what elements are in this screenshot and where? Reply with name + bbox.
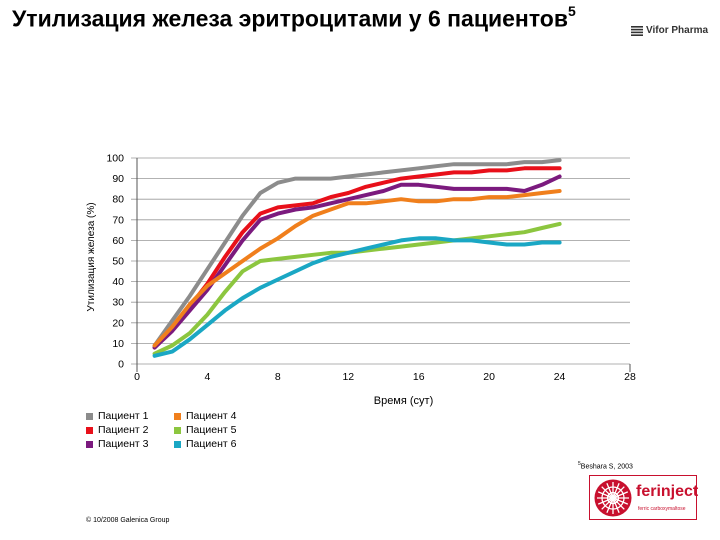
- y-tick-label: 0: [118, 359, 124, 371]
- iron-utilization-chart: 0 10 20 30 40 50 60 70 80 90 100 0 4 8 12 16 20 24 28 Ути…: [86, 153, 636, 408]
- legend-item-patient-6: Пациент 6: [174, 438, 236, 450]
- brand-name: Vifor Pharma: [646, 25, 709, 36]
- y-tick-label: 60: [112, 235, 124, 247]
- series-line-patient-3: [152, 174, 562, 350]
- x-axis-ticks: 0 4 8 12 16 20 24 28: [134, 371, 636, 383]
- legend-label: Пациент 5: [186, 424, 237, 436]
- y-tick-label: 40: [112, 276, 124, 288]
- brand-lines-icon: [631, 25, 643, 36]
- reference-footnote: 5Beshara S, 2003: [578, 461, 633, 470]
- title-footnote-marker: 5: [567, 3, 576, 19]
- ferinject-emblem-icon: [594, 479, 632, 517]
- copyright-notice: © 10/2008 Galenica Group: [86, 517, 170, 524]
- legend-swatch: [86, 412, 93, 420]
- vifor-pharma-logo: Vifor Pharma: [631, 25, 708, 36]
- x-tick-label: 16: [413, 371, 425, 383]
- y-tick-label: 100: [106, 153, 124, 165]
- page-title: Утилизация железа эритроцитами у 6 пацие…: [12, 3, 576, 33]
- reference-text: Beshara S, 2003: [580, 463, 633, 471]
- y-tick-label: 80: [112, 194, 124, 206]
- series-line-patient-2: [152, 166, 562, 350]
- x-tick-label: 24: [554, 371, 566, 383]
- legend-label: Пациент 1: [98, 410, 149, 422]
- y-tick-label: 70: [112, 214, 124, 226]
- legend-label: Пациент 2: [98, 424, 149, 436]
- legend-item-patient-4: Пациент 4: [174, 410, 236, 422]
- x-tick-label: 8: [275, 371, 281, 383]
- ferinject-logo: ferinject ferric carboxymaltose: [589, 475, 699, 520]
- y-axis-label: Утилизация железа (%): [86, 202, 97, 311]
- x-tick-label: 0: [134, 371, 140, 383]
- series-line-patient-4: [152, 189, 562, 348]
- legend-label: Пациент 4: [186, 410, 237, 422]
- series-line-patient-1: [152, 158, 562, 348]
- y-axis-ticks: 0 10 20 30 40 50 60 70 80 90 100: [106, 153, 124, 371]
- x-tick-label: 20: [483, 371, 495, 383]
- y-tick-label: 30: [112, 297, 124, 309]
- y-tick-label: 20: [112, 317, 124, 329]
- x-tick-label: 12: [342, 371, 354, 383]
- legend-item-patient-5: Пациент 5: [174, 424, 236, 436]
- legend-swatch: [86, 426, 93, 434]
- logo-name: ferinject: [636, 483, 699, 500]
- legend-swatch: [86, 440, 93, 448]
- reference-marker: 5: [578, 461, 581, 467]
- x-tick-label: 4: [205, 371, 211, 383]
- y-tick-label: 90: [112, 173, 124, 185]
- y-tick-label: 50: [112, 256, 124, 268]
- legend-item-patient-2: Пациент 2: [86, 424, 148, 436]
- chart-series: [152, 158, 562, 358]
- logo-tagline: ferric carboxymaltose: [638, 506, 686, 512]
- legend-label: Пациент 3: [98, 438, 149, 450]
- legend-swatch: [174, 426, 181, 434]
- y-tick-label: 10: [112, 338, 124, 350]
- legend-swatch: [174, 412, 181, 420]
- x-axis-label: Время (сут): [374, 395, 434, 407]
- x-tick-label: 28: [624, 371, 636, 383]
- legend-item-patient-3: Пациент 3: [86, 438, 148, 450]
- title-text: Утилизация железа эритроцитами у 6 пацие…: [12, 5, 568, 32]
- legend-swatch: [174, 440, 181, 448]
- series-line-patient-6: [152, 236, 562, 358]
- legend-label: Пациент 6: [186, 438, 237, 450]
- legend-item-patient-1: Пациент 1: [86, 410, 148, 422]
